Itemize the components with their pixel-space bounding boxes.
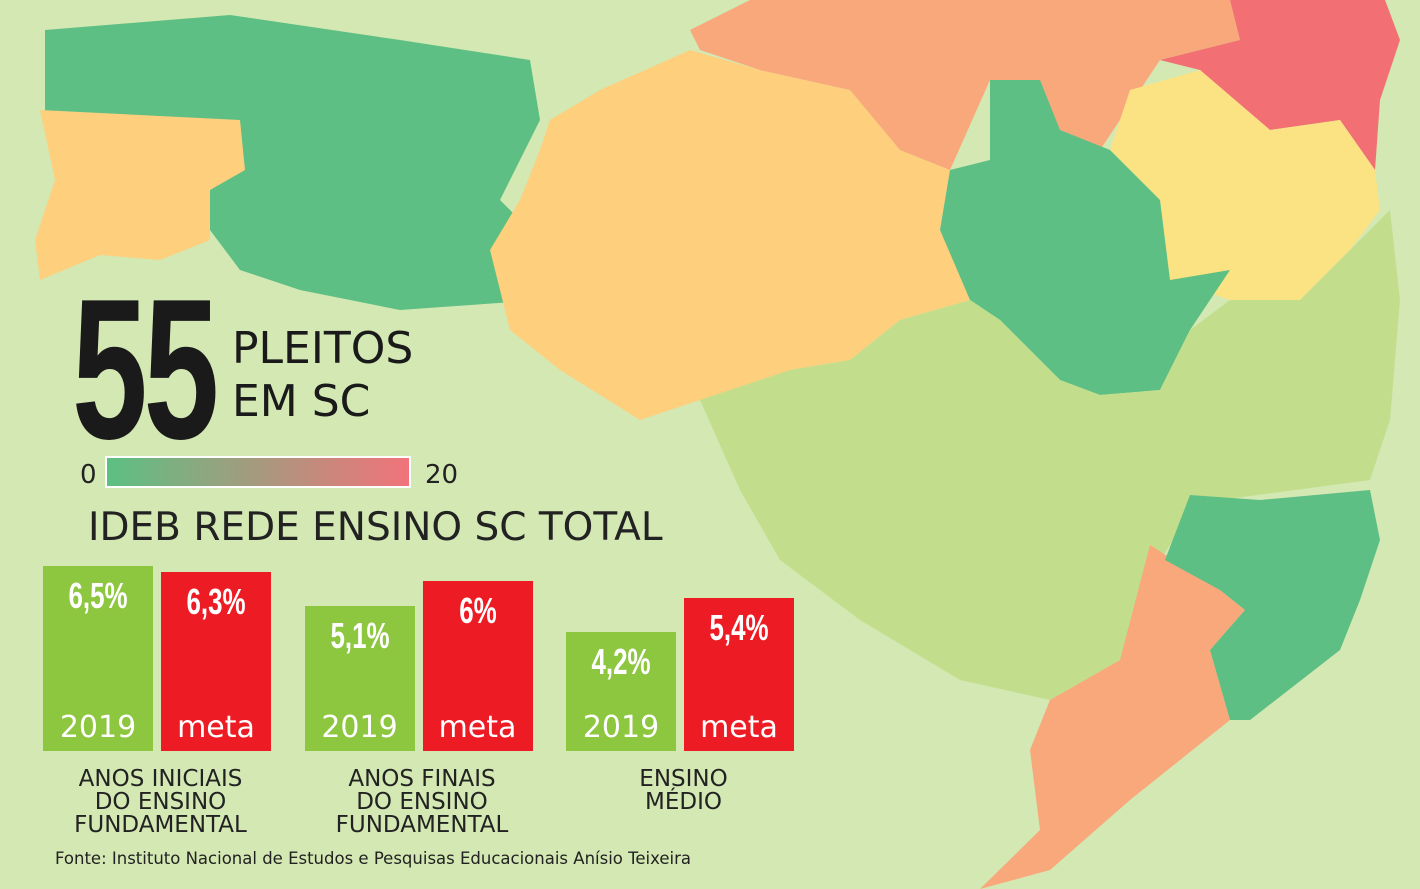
map-region	[700, 210, 1400, 700]
colorbar-min: 0	[80, 460, 97, 490]
bar: 6,5% 2019	[43, 566, 153, 751]
series-label: 2019	[582, 709, 660, 745]
headline-text: PLEITOS	[232, 323, 414, 374]
x-tick-label: ANOS INICIAIS DO ENSINO FUNDAMENTAL	[74, 766, 247, 838]
map-region	[690, 0, 1240, 170]
map-region	[35, 110, 245, 280]
map-region	[1110, 70, 1380, 300]
map-region	[45, 15, 550, 310]
headline-text: EM SC	[232, 376, 371, 427]
map-region	[490, 50, 970, 420]
bar: 5,1% 2019	[304, 606, 415, 751]
series-label: meta	[700, 709, 778, 745]
value-label: 6%	[458, 589, 497, 631]
value-label: 4,2%	[591, 640, 651, 682]
x-tick-label: ENSINO MÉDIO	[639, 766, 728, 815]
map-region	[980, 545, 1245, 889]
map-region	[1160, 0, 1400, 170]
value-label: 5,1%	[329, 615, 390, 657]
colorbar	[105, 456, 411, 488]
x-tick-label: ANOS FINAIS DO ENSINO FUNDAMENTAL	[335, 766, 509, 838]
colorbar-max: 20	[425, 460, 458, 490]
bar: 5,4% meta	[684, 597, 794, 751]
source: Fonte: Instituto Nacional de Estudos e P…	[55, 849, 691, 868]
series-label: 2019	[321, 709, 398, 745]
bar: 6,3% meta	[161, 572, 271, 751]
series-label: meta	[177, 709, 255, 745]
map-region	[1165, 490, 1380, 720]
series-label: meta	[438, 709, 517, 745]
headline-number: 55	[72, 258, 219, 481]
map-region	[940, 80, 1230, 395]
value-label: 5,4%	[709, 606, 769, 648]
bar: 4,2% 2019	[566, 631, 676, 751]
value-label: 6,5%	[68, 575, 128, 617]
bar: 6% meta	[422, 580, 533, 751]
chart-title: IDEB REDE ENSINO SC TOTAL	[88, 505, 663, 550]
value-label: 6,3%	[186, 581, 246, 623]
series-label: 2019	[59, 709, 137, 745]
